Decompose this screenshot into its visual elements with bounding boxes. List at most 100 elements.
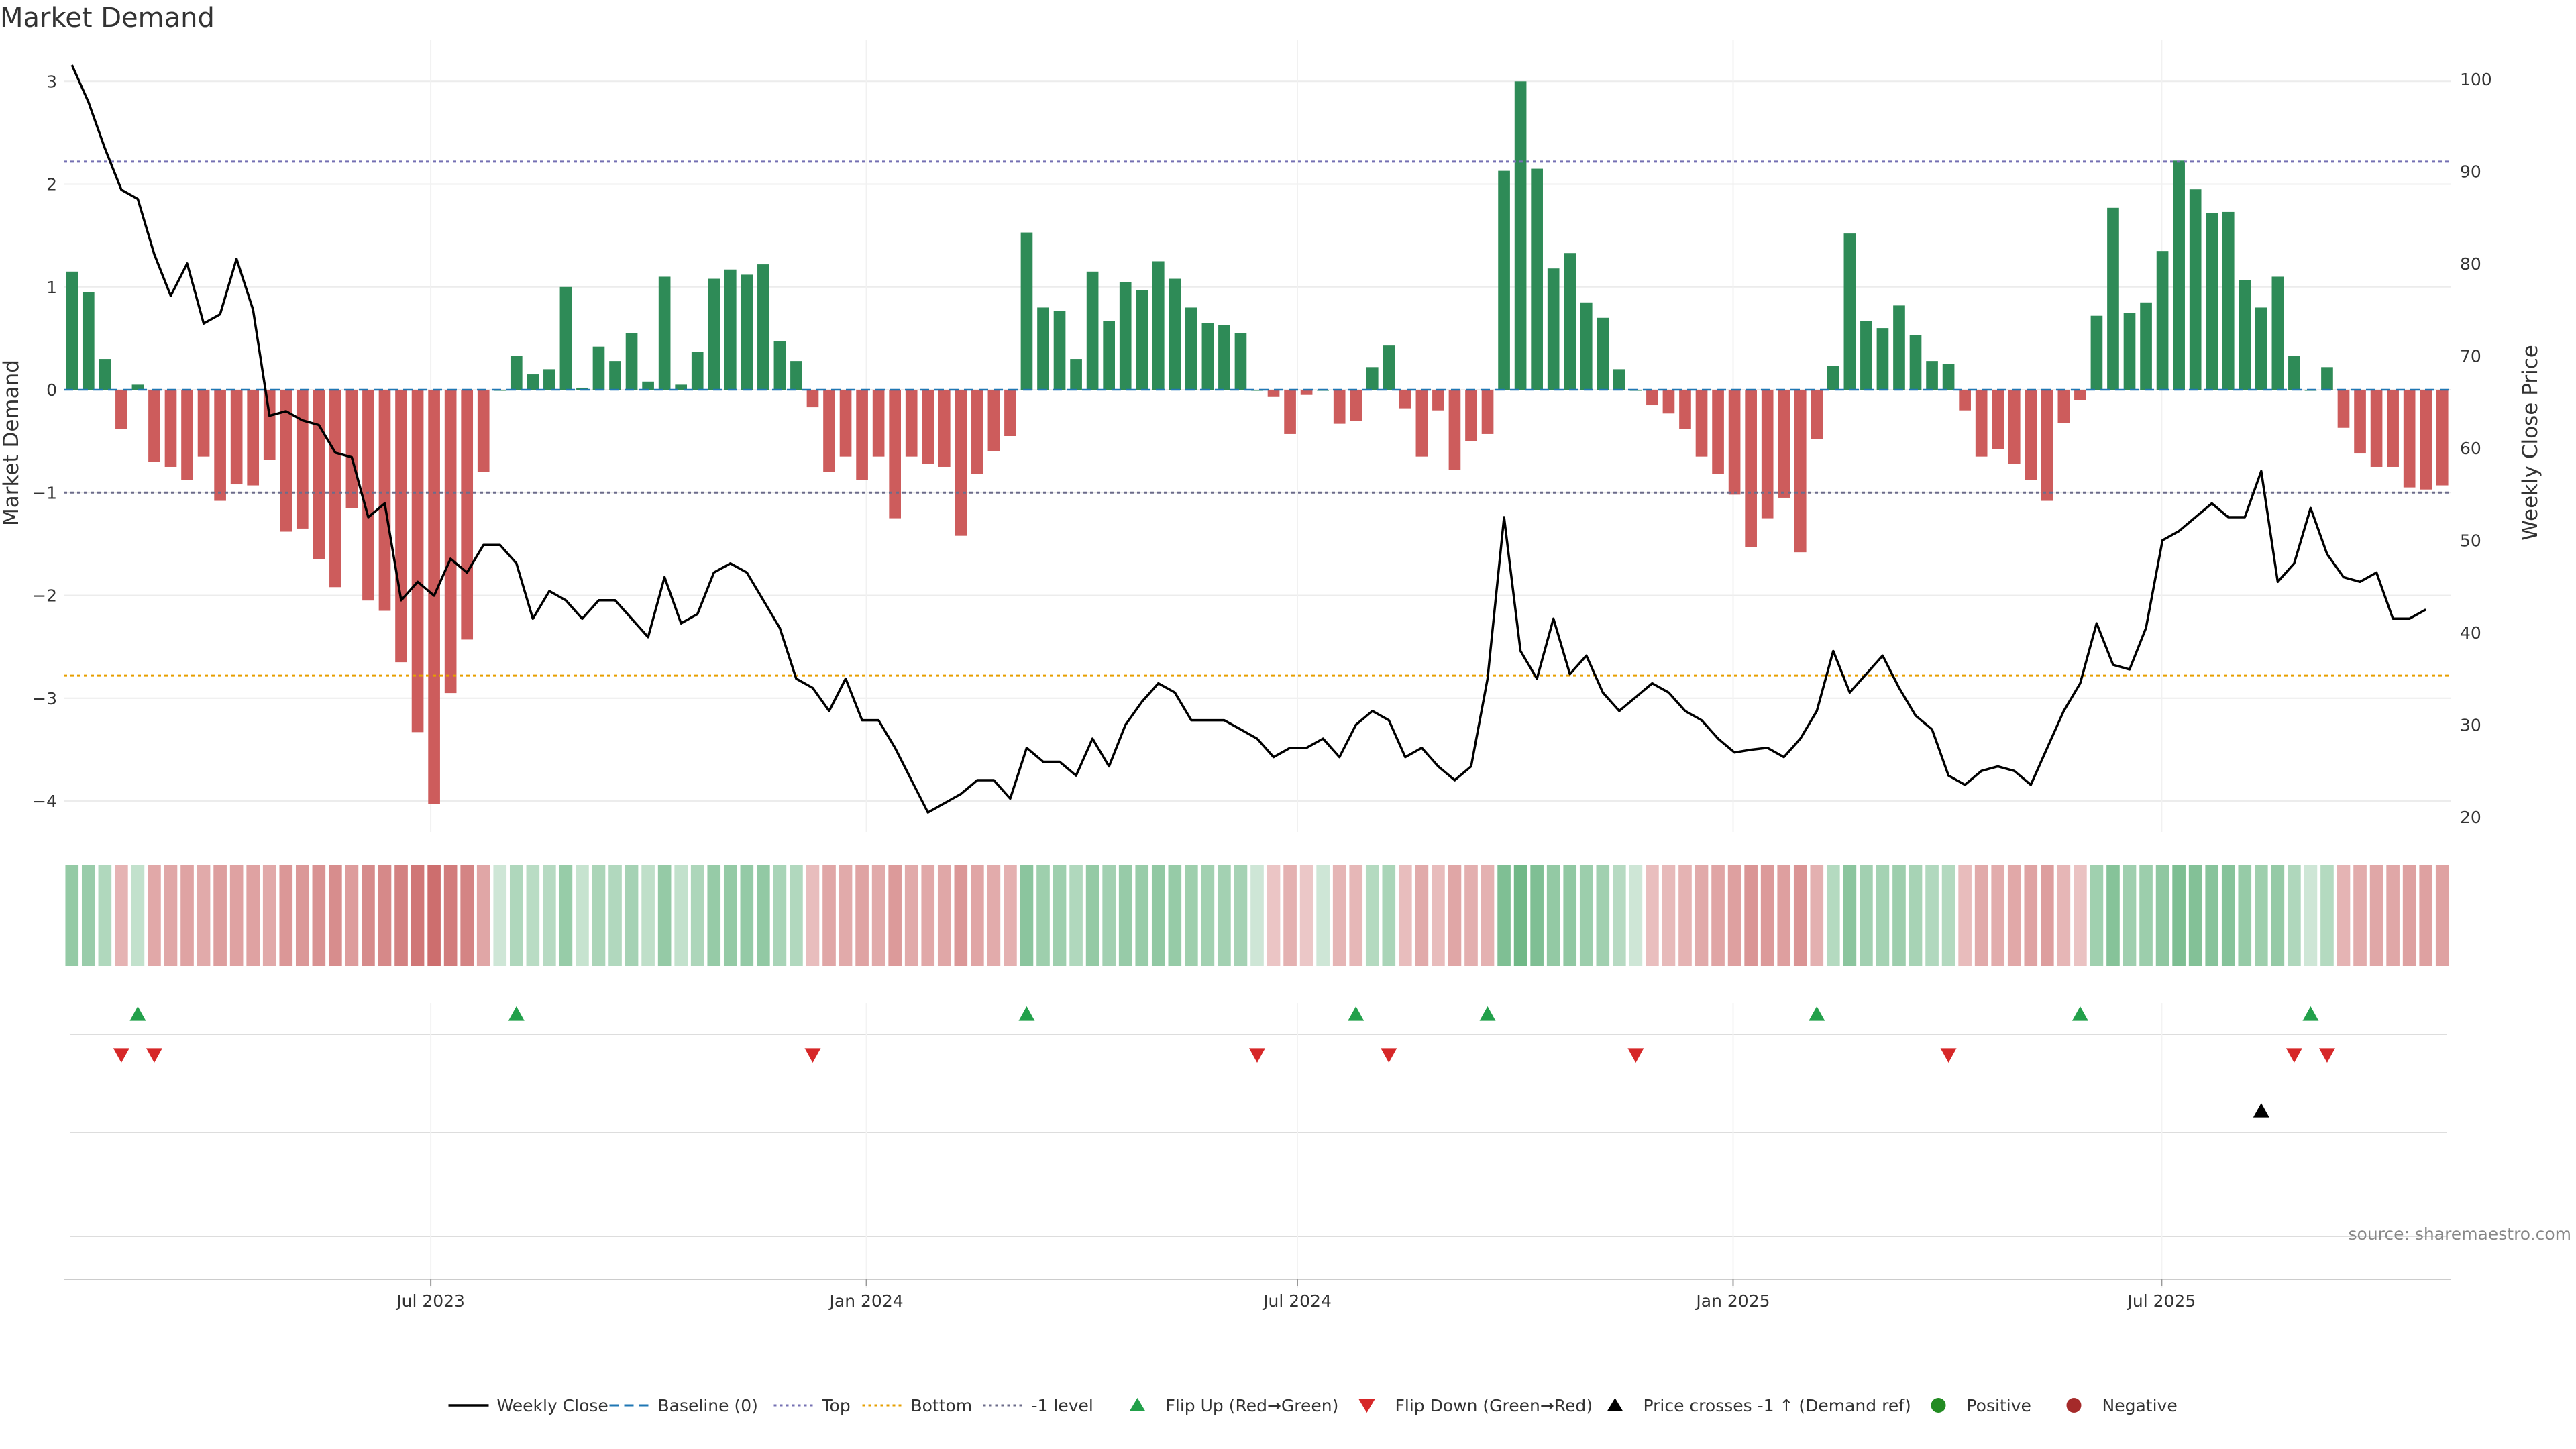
legend-item: Top (773, 1396, 851, 1415)
legend-item: -1 level (983, 1396, 1093, 1415)
heat-cell (1530, 865, 1544, 966)
demand-bar (1843, 233, 1856, 390)
heat-cell (1432, 865, 1445, 966)
demand-bar (1860, 321, 1872, 390)
demand-bar (1580, 302, 1593, 390)
heat-cell (2386, 865, 2400, 966)
heat-cell (148, 865, 161, 966)
heat-cell (1843, 865, 1857, 966)
demand-bar (658, 276, 671, 390)
demand-bar (313, 390, 325, 559)
demand-bar (1909, 335, 1922, 390)
demand-bar (2271, 276, 2284, 390)
demand-bar (1399, 390, 1411, 409)
y2-tick-label: 50 (2460, 531, 2481, 550)
demand-bar (2222, 211, 2235, 390)
heat-cell (1613, 865, 1626, 966)
heat-cell (1991, 865, 2005, 966)
demand-bar (773, 341, 786, 390)
demand-bar (510, 356, 523, 390)
heat-cell (1135, 865, 1149, 966)
heat-cell (213, 865, 227, 966)
demand-bar (576, 387, 588, 390)
demand-bar (197, 390, 210, 457)
demand-bar (2206, 213, 2218, 390)
heat-cell (2254, 865, 2268, 966)
heat-cell (2320, 865, 2334, 966)
heat-cell (2205, 865, 2219, 966)
y2-tick-label: 100 (2460, 70, 2492, 89)
demand-bar (2403, 390, 2416, 488)
demand-bar (99, 359, 111, 390)
demand-bar (2387, 390, 2399, 467)
y2-tick-label: 30 (2460, 715, 2481, 735)
heat-cell (971, 865, 984, 966)
flip-up-marker (1348, 1006, 1364, 1021)
demand-bar (806, 390, 819, 408)
demand-bar (971, 390, 983, 474)
demand-bar (131, 384, 144, 390)
legend-label: Flip Up (Red→Green) (1166, 1396, 1339, 1415)
demand-bar (82, 292, 95, 390)
heat-cell (115, 865, 128, 966)
demand-bar (2189, 189, 2202, 390)
heat-cell (526, 865, 540, 966)
flip-up-marker (129, 1006, 146, 1021)
heat-cell (2188, 865, 2202, 966)
demand-bar (345, 390, 358, 508)
demand-bar (2354, 390, 2366, 454)
demand-bar (1218, 325, 1230, 390)
demand-bar (428, 390, 440, 804)
heat-cell (312, 865, 326, 966)
heat-cell (378, 865, 392, 966)
heat-cell (1118, 865, 1132, 966)
heat-cell (1727, 865, 1741, 966)
demand-bar (1794, 390, 1807, 553)
heat-cell (839, 865, 853, 966)
heat-cell (65, 865, 79, 966)
legend-item: Negative (2066, 1396, 2178, 1415)
chart-title: Market Demand (0, 3, 215, 34)
demand-bar (1547, 268, 1560, 390)
demand-bar (2337, 390, 2350, 428)
flip-down-marker (1381, 1048, 1397, 1063)
demand-bar (1876, 328, 1889, 390)
heat-cell (592, 865, 606, 966)
heat-cell (1629, 865, 1643, 966)
heat-cell (1185, 865, 1198, 966)
axis-ticks: 3 2 1 0 −1 −2 −3 −4 100 90 80 70 60 50 40 30 20 (32, 70, 2492, 827)
heat-cell (2221, 865, 2235, 966)
demand-bar (741, 274, 753, 390)
demand-bar (1004, 390, 1016, 436)
heat-cell (1448, 865, 1462, 966)
legend-swatch (1607, 1398, 1623, 1411)
demand-bar (708, 278, 720, 390)
heat-cell (641, 865, 655, 966)
demand-bar (1613, 369, 1625, 390)
demand-bar (790, 361, 802, 390)
heat-cell (904, 865, 918, 966)
demand-bar (2321, 367, 2333, 390)
heat-cell (921, 865, 935, 966)
heat-cell (1481, 865, 1495, 966)
legend-swatch (1931, 1398, 1946, 1413)
demand-bar (675, 384, 688, 390)
demand-bar (1597, 317, 1609, 390)
flip-down-marker (2286, 1048, 2302, 1063)
demand-bars (66, 81, 2449, 804)
demand-bar (247, 390, 260, 486)
heat-cell (937, 865, 951, 966)
heat-cell (1069, 865, 1083, 966)
demand-bar (263, 390, 276, 460)
demand-bar (1975, 390, 1988, 457)
heat-cell (1004, 865, 1017, 966)
demand-bar (691, 352, 704, 390)
x-tick-label: Jan 2025 (1695, 1291, 1770, 1311)
heat-cell (1151, 865, 1165, 966)
heat-cell (2337, 865, 2351, 966)
heat-cell (2402, 865, 2416, 966)
demand-bar (922, 390, 934, 464)
heat-cell (1941, 865, 1955, 966)
demand-bar (1366, 367, 1379, 390)
